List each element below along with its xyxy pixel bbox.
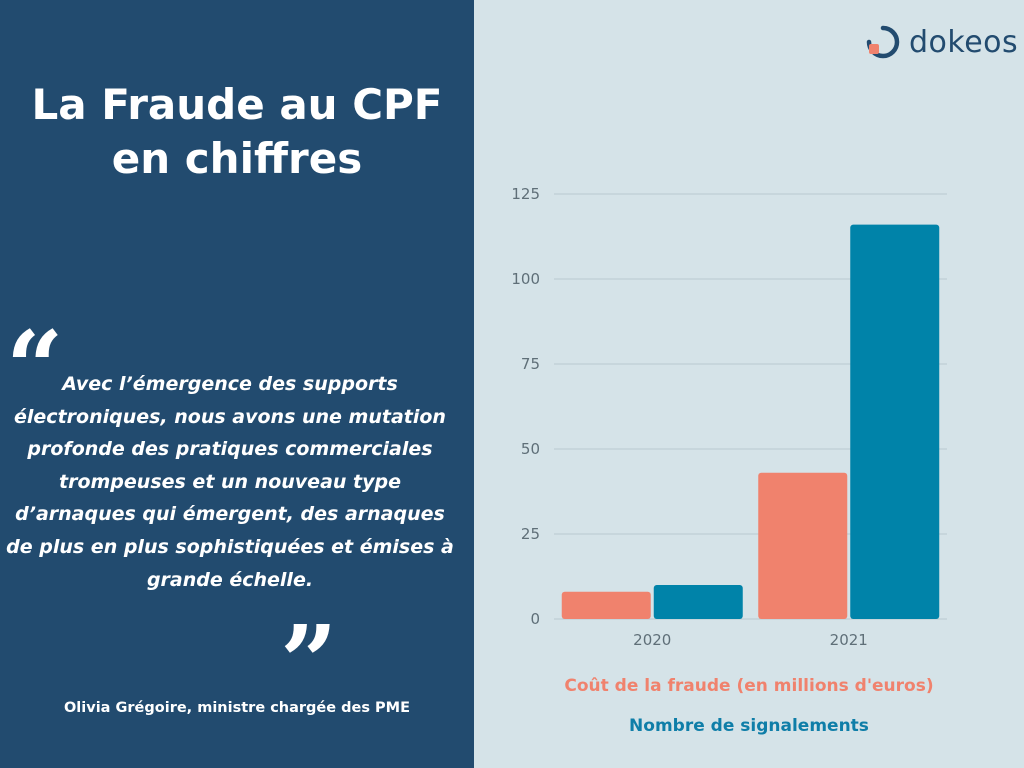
title-line-2: en chiffres xyxy=(111,134,363,183)
close-quote-icon: ” xyxy=(280,603,338,721)
bar-2020-series-1 xyxy=(561,591,651,619)
quote-text: Avec l’émergence des supports électroniq… xyxy=(6,373,454,591)
quote-author: Olivia Grégoire, ministre chargée des PM… xyxy=(63,700,411,716)
y-tick-label: 125 xyxy=(511,185,540,203)
y-axis-ticks: 0 25 50 75 100 125 xyxy=(511,185,540,628)
logo: dokeos xyxy=(866,24,1018,60)
x-tick-label: 2021 xyxy=(830,631,868,649)
left-panel: La Fraude au CPF en chiffres “ Avec l’ém… xyxy=(0,0,474,768)
bar-chart: 0 25 50 75 100 125 2020 2021 xyxy=(511,185,947,649)
y-tick-label: 0 xyxy=(530,610,540,628)
page-title: La Fraude au CPF en chiffres xyxy=(0,78,474,186)
y-tick-label: 25 xyxy=(521,525,540,543)
bar-2021-series-1 xyxy=(758,472,848,619)
dokeos-logo-icon xyxy=(866,25,900,59)
logo-text: dokeos xyxy=(909,24,1019,60)
bar-2021-series-2 xyxy=(850,224,940,619)
y-tick-label: 100 xyxy=(511,270,540,288)
y-tick-label: 75 xyxy=(521,355,540,373)
open-quote-icon: “ xyxy=(6,309,64,427)
x-tick-label: 2020 xyxy=(633,631,671,649)
title-line-1: La Fraude au CPF xyxy=(31,80,443,129)
chart-bars xyxy=(561,224,940,619)
bar-2020-series-2 xyxy=(653,585,743,619)
legend-series-2: Nombre de signalements xyxy=(629,716,869,736)
y-tick-label: 50 xyxy=(521,440,540,458)
legend-series-1: Coût de la fraude (en millions d'euros) xyxy=(564,676,934,696)
x-axis-ticks: 2020 2021 xyxy=(633,631,868,649)
